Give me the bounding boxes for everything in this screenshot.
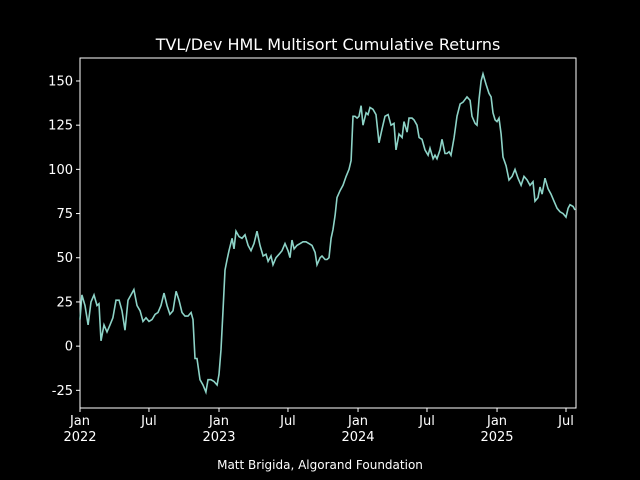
- line-series: [79, 70, 576, 395]
- y-tick-label: 150: [48, 74, 73, 89]
- y-tick-label: 100: [48, 163, 73, 178]
- y-tick-label: 25: [56, 295, 73, 310]
- x-tick-label: Jul: [558, 414, 574, 429]
- y-tick-label: 75: [56, 207, 73, 222]
- x-tick-label: Jul: [280, 414, 296, 429]
- x-tick-label: Jan 2023: [202, 414, 236, 445]
- x-tick-label: Jul: [419, 414, 435, 429]
- caption: Matt Brigida, Algorand Foundation: [217, 458, 423, 472]
- x-tick-label: Jan 2025: [480, 414, 514, 445]
- chart-title: TVL/Dev HML Multisort Cumulative Returns: [155, 35, 501, 54]
- y-tick-label: 50: [56, 251, 73, 266]
- x-tick-label: Jul: [141, 414, 157, 429]
- y-tick-label: -25: [52, 384, 73, 399]
- x-tick-label: Jan 2024: [341, 414, 375, 445]
- y-tick-label: 125: [48, 119, 73, 134]
- y-tick-label: 0: [65, 340, 73, 355]
- x-tick-label: Jan 2022: [63, 414, 97, 445]
- axes-frame: [79, 57, 577, 409]
